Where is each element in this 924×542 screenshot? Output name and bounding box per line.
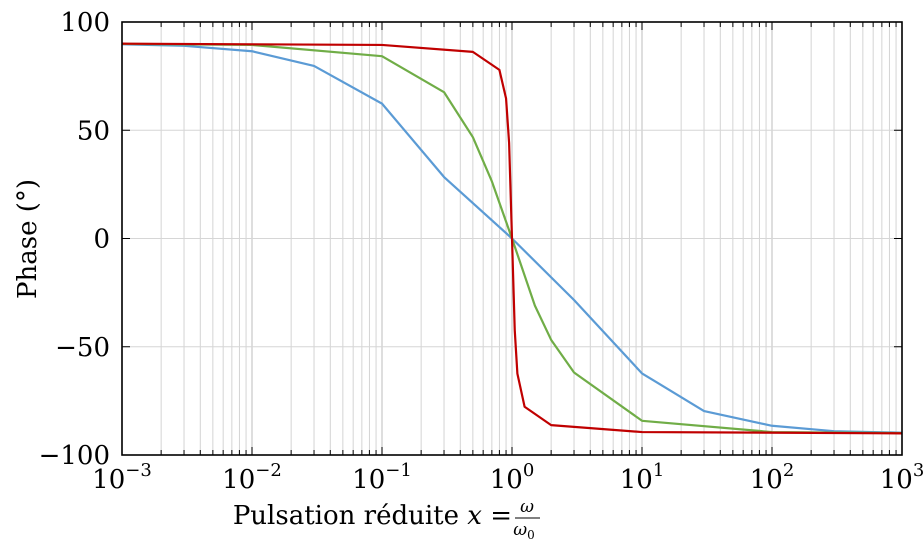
y-tick-label: −50 bbox=[55, 333, 110, 363]
x-tick-label: 103 bbox=[880, 460, 924, 495]
x-tick-label: 10−3 bbox=[92, 460, 152, 495]
series-layer bbox=[121, 42, 903, 435]
fraction-denominator-sub: 0 bbox=[527, 528, 535, 542]
grid-lines bbox=[121, 21, 903, 456]
x-axis-title-var: x bbox=[467, 501, 482, 531]
x-axis-title-fraction: ω ω0 bbox=[513, 497, 540, 542]
x-axis-title-eq: = bbox=[482, 501, 512, 531]
y-axis-title: Phase (°) bbox=[13, 179, 43, 299]
series-line-3 bbox=[121, 42, 903, 435]
x-axis-title-prefix: Pulsation réduite bbox=[233, 501, 467, 531]
fraction-numerator: ω bbox=[520, 497, 534, 517]
y-tick-label: −100 bbox=[39, 441, 110, 471]
tick-marks bbox=[121, 21, 903, 456]
fraction-denominator-symbol: ω bbox=[513, 520, 527, 540]
x-tick-label: 100 bbox=[490, 460, 535, 495]
fraction-denominator: ω0 bbox=[513, 520, 535, 542]
x-tick-label: 101 bbox=[620, 460, 665, 495]
y-tick-label: 0 bbox=[93, 225, 110, 255]
y-tick-label: 50 bbox=[77, 116, 110, 146]
x-tick-label: 10−2 bbox=[222, 460, 282, 495]
x-tick-label: 102 bbox=[750, 460, 795, 495]
x-axis-title: Pulsation réduite x = bbox=[233, 501, 512, 531]
y-tick-label: 100 bbox=[60, 8, 110, 38]
y-tick-labels: 100 50 0 −50 −100 bbox=[39, 8, 110, 471]
x-tick-label: 10−1 bbox=[352, 460, 412, 495]
x-tick-labels: 10−3 10−2 10−1 100 101 102 103 bbox=[92, 460, 924, 495]
